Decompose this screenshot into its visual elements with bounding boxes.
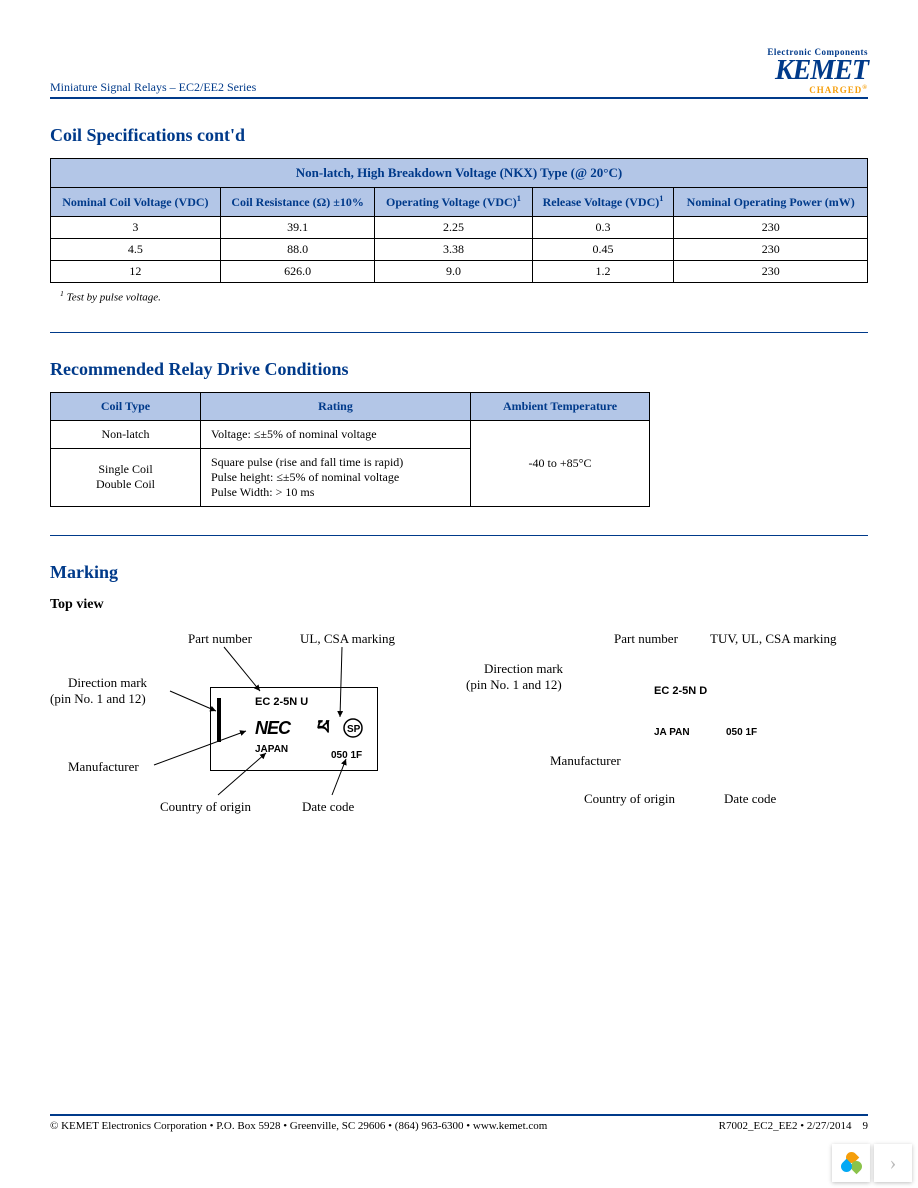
drive-col-0: Coil Type xyxy=(51,392,201,420)
table-row: 3 39.1 2.25 0.3 230 xyxy=(51,217,868,239)
relay-japan-text: JA PAN xyxy=(654,727,690,738)
drive-col-2: Ambient Temperature xyxy=(471,392,650,420)
cell: 0.45 xyxy=(532,239,674,261)
footer-left: © KEMET Electronics Corporation • P.O. B… xyxy=(50,1120,547,1132)
svg-text:ཕ: ཕ xyxy=(317,717,330,739)
label-date-code: Date code xyxy=(302,799,354,815)
relay-outline: EC 2-5N U NEC JAPAN 050 1F ཕ SP xyxy=(210,687,378,771)
coil-col-0: Nominal Coil Voltage (VDC) xyxy=(51,188,221,217)
cell: Single CoilDouble Coil xyxy=(51,448,201,506)
cell: 1.2 xyxy=(532,261,674,283)
section-title-coil: Coil Specifications cont'd xyxy=(50,125,868,146)
label-cert: TUV, UL, CSA marking xyxy=(710,631,837,647)
relay-part-text: EC 2-5N D xyxy=(654,685,707,697)
label-date-code: Date code xyxy=(724,791,776,807)
label-direction: Direction mark xyxy=(484,661,563,677)
widget-next-button[interactable]: › xyxy=(874,1144,912,1182)
cell: 12 xyxy=(51,261,221,283)
table-row: 12 626.0 9.0 1.2 230 xyxy=(51,261,868,283)
cell: 230 xyxy=(674,239,868,261)
cell: 230 xyxy=(674,217,868,239)
label-country: Country of origin xyxy=(584,791,675,807)
footer-right: R7002_EC2_EE2 • 2/27/2014 9 xyxy=(719,1120,868,1132)
table-row: 4.5 88.0 3.38 0.45 230 xyxy=(51,239,868,261)
page-footer: © KEMET Electronics Corporation • P.O. B… xyxy=(50,1114,868,1132)
relay-part-text: EC 2-5N U xyxy=(255,696,308,708)
widget-logo-button[interactable] xyxy=(832,1144,870,1182)
relay-date-text: 050 1F xyxy=(726,727,757,738)
relay-date-text: 050 1F xyxy=(331,750,362,761)
cell: Square pulse (rise and fall time is rapi… xyxy=(201,448,471,506)
divider xyxy=(50,535,868,536)
logo-tagline: CHARGED xyxy=(809,85,862,95)
cell: 4.5 xyxy=(51,239,221,261)
cell: Voltage: ≤±5% of nominal voltage xyxy=(201,420,471,448)
cell: 2.25 xyxy=(375,217,532,239)
direction-mark-icon xyxy=(217,698,221,742)
cell: 9.0 xyxy=(375,261,532,283)
svg-text:SP: SP xyxy=(347,724,361,735)
cell: 230 xyxy=(674,261,868,283)
label-country: Country of origin xyxy=(160,799,251,815)
relay-mfr-text: NEC xyxy=(255,718,290,739)
label-direction-pins: (pin No. 1 and 12) xyxy=(50,691,146,707)
section-title-marking: Marking xyxy=(50,562,868,583)
label-manufacturer: Manufacturer xyxy=(550,753,621,769)
cell: 3 xyxy=(51,217,221,239)
coil-col-3: Release Voltage (VDC)1 xyxy=(532,188,674,217)
marking-right: Part number TUV, UL, CSA marking Directi… xyxy=(466,631,846,851)
marking-subhead: Top view xyxy=(50,597,868,613)
coil-spec-table: Non-latch, High Breakdown Voltage (NKX) … xyxy=(50,158,868,283)
page-header: Miniature Signal Relays – EC2/EE2 Series… xyxy=(50,48,868,99)
label-direction-pins: (pin No. 1 and 12) xyxy=(466,677,562,693)
section-title-drive: Recommended Relay Drive Conditions xyxy=(50,359,868,380)
coil-footnote: 1 Test by pulse voltage. xyxy=(60,289,868,304)
chevron-right-icon: › xyxy=(890,1152,897,1175)
petal-icon xyxy=(840,1152,862,1174)
cell: 0.3 xyxy=(532,217,674,239)
viewer-widget: › xyxy=(832,1144,912,1182)
label-part-number: Part number xyxy=(188,631,252,647)
coil-col-2: Operating Voltage (VDC)1 xyxy=(375,188,532,217)
cell: 39.1 xyxy=(220,217,375,239)
cell: 626.0 xyxy=(220,261,375,283)
cell: -40 to +85°C xyxy=(471,420,650,506)
brand-logo: Electronic Components KEMET CHARGED® xyxy=(767,48,868,95)
label-cert: UL, CSA marking xyxy=(300,631,395,647)
table-row: Non-latch Voltage: ≤±5% of nominal volta… xyxy=(51,420,650,448)
cell: 88.0 xyxy=(220,239,375,261)
label-direction: Direction mark xyxy=(68,675,147,691)
relay-japan-text: JAPAN xyxy=(255,744,288,755)
label-manufacturer: Manufacturer xyxy=(68,759,139,775)
drive-col-1: Rating xyxy=(201,392,471,420)
marking-left: Part number UL, CSA marking Direction ma… xyxy=(50,631,410,851)
label-part-number: Part number xyxy=(614,631,678,647)
cell: 3.38 xyxy=(375,239,532,261)
coil-col-4: Nominal Operating Power (mW) xyxy=(674,188,868,217)
marking-diagrams: Part number UL, CSA marking Direction ma… xyxy=(50,631,868,851)
divider xyxy=(50,332,868,333)
drive-table: Coil Type Rating Ambient Temperature Non… xyxy=(50,392,650,507)
cell: Non-latch xyxy=(51,420,201,448)
ul-csa-icon: ཕ SP xyxy=(317,714,363,742)
logo-brand: KEMET xyxy=(767,57,868,85)
coil-table-title: Non-latch, High Breakdown Voltage (NKX) … xyxy=(51,159,868,188)
header-series: Miniature Signal Relays – EC2/EE2 Series xyxy=(50,80,256,95)
coil-col-1: Coil Resistance (Ω) ±10% xyxy=(220,188,375,217)
